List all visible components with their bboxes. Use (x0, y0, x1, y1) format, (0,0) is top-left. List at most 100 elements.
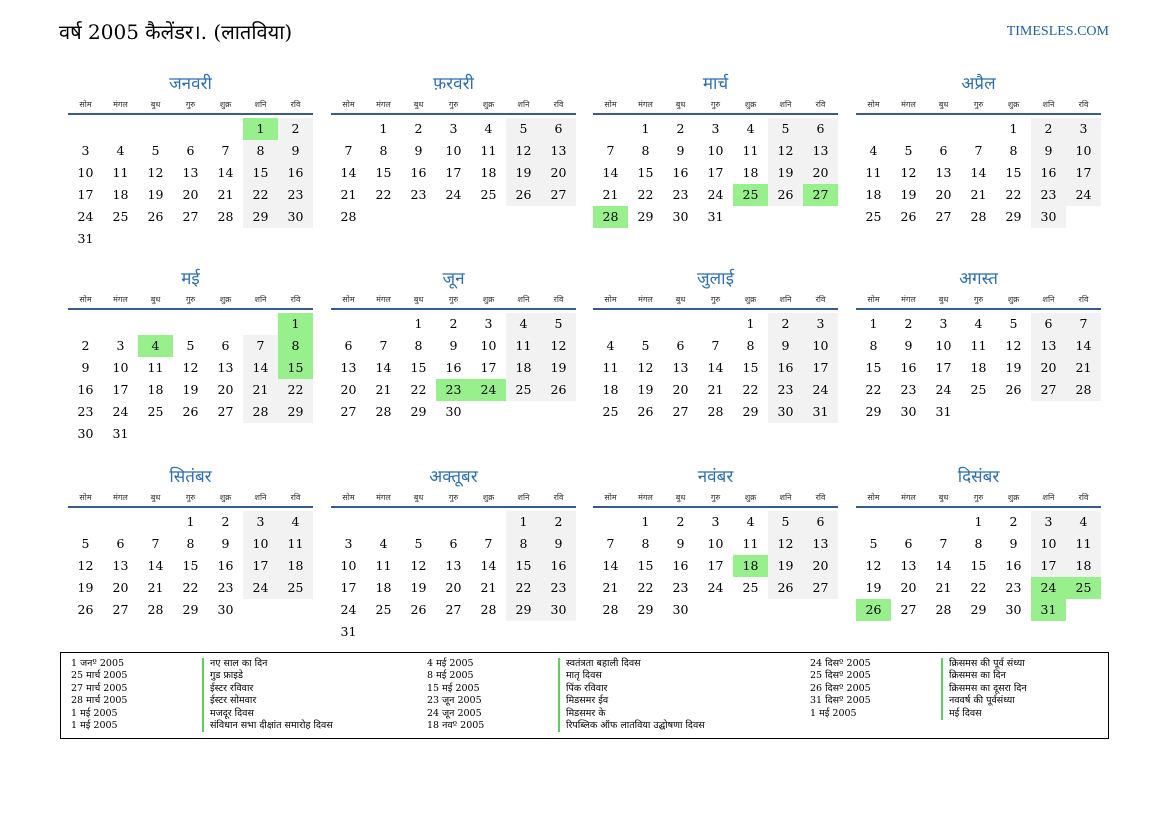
day-cell[interactable]: 9 (768, 335, 803, 357)
holiday-day-cell[interactable]: 1 (243, 118, 278, 140)
day-cell[interactable]: 25 (602, 404, 619, 419)
day-cell[interactable]: 22 (1005, 187, 1022, 202)
day-cell[interactable]: 1 (1009, 121, 1018, 136)
day-cell[interactable]: 26 (900, 209, 917, 224)
day-cell[interactable]: 6 (676, 338, 685, 353)
day-cell[interactable]: 13 (445, 558, 462, 573)
day-cell[interactable]: 22 (637, 580, 654, 595)
day-cell[interactable]: 11 (742, 536, 759, 551)
day-cell[interactable]: 27 (935, 209, 952, 224)
day-cell[interactable]: 13 (541, 140, 576, 162)
day-cell[interactable]: 7 (243, 335, 278, 357)
day-cell[interactable]: 28 (375, 404, 392, 419)
day-cell[interactable]: 1 (506, 511, 541, 533)
holiday-day-cell[interactable]: 31 (1031, 599, 1066, 621)
day-cell[interactable]: 29 (637, 602, 654, 617)
day-cell[interactable]: 9 (1009, 536, 1018, 551)
day-cell[interactable]: 11 (602, 360, 619, 375)
day-cell[interactable]: 15 (970, 558, 987, 573)
day-cell[interactable]: 8 (641, 143, 650, 158)
day-cell[interactable]: 10 (707, 143, 724, 158)
day-cell[interactable]: 30 (768, 401, 803, 423)
day-cell[interactable]: 7 (711, 338, 720, 353)
day-cell[interactable]: 18 (480, 165, 497, 180)
day-cell[interactable]: 10 (1031, 533, 1066, 555)
day-cell[interactable]: 22 (410, 382, 427, 397)
day-cell[interactable]: 11 (1066, 533, 1101, 555)
day-cell[interactable]: 30 (672, 209, 689, 224)
day-cell[interactable]: 16 (278, 162, 313, 184)
day-cell[interactable]: 6 (1031, 313, 1066, 335)
day-cell[interactable]: 2 (449, 316, 458, 331)
day-cell[interactable]: 6 (939, 143, 948, 158)
day-cell[interactable]: 14 (217, 165, 234, 180)
day-cell[interactable]: 19 (410, 580, 427, 595)
day-cell[interactable]: 21 (217, 187, 234, 202)
day-cell[interactable]: 7 (484, 536, 493, 551)
day-cell[interactable]: 28 (970, 209, 987, 224)
day-cell[interactable]: 21 (602, 187, 619, 202)
day-cell[interactable]: 24 (1066, 184, 1101, 206)
day-cell[interactable]: 19 (541, 357, 576, 379)
day-cell[interactable]: 24 (243, 577, 278, 599)
day-cell[interactable]: 24 (803, 379, 838, 401)
day-cell[interactable]: 1 (746, 316, 755, 331)
day-cell[interactable]: 8 (1009, 143, 1018, 158)
day-cell[interactable]: 13 (935, 165, 952, 180)
day-cell[interactable]: 7 (151, 536, 160, 551)
day-cell[interactable]: 16 (672, 165, 689, 180)
day-cell[interactable]: 12 (637, 360, 654, 375)
day-cell[interactable]: 29 (865, 404, 882, 419)
day-cell[interactable]: 21 (1066, 357, 1101, 379)
day-cell[interactable]: 28 (707, 404, 724, 419)
day-cell[interactable]: 27 (900, 602, 917, 617)
day-cell[interactable]: 11 (865, 165, 882, 180)
day-cell[interactable]: 12 (768, 533, 803, 555)
day-cell[interactable]: 21 (602, 580, 619, 595)
day-cell[interactable]: 3 (711, 514, 720, 529)
day-cell[interactable]: 10 (935, 338, 952, 353)
day-cell[interactable]: 28 (243, 401, 278, 423)
day-cell[interactable]: 15 (506, 555, 541, 577)
day-cell[interactable]: 3 (344, 536, 353, 551)
day-cell[interactable]: 3 (484, 316, 493, 331)
day-cell[interactable]: 4 (379, 536, 388, 551)
day-cell[interactable]: 9 (676, 143, 685, 158)
day-cell[interactable]: 29 (742, 404, 759, 419)
day-cell[interactable]: 19 (77, 580, 94, 595)
day-cell[interactable]: 11 (278, 533, 313, 555)
day-cell[interactable]: 9 (541, 533, 576, 555)
day-cell[interactable]: 23 (672, 580, 689, 595)
day-cell[interactable]: 31 (935, 404, 952, 419)
site-link[interactable]: TIMESLES.COM (1006, 24, 1109, 39)
day-cell[interactable]: 8 (379, 143, 388, 158)
day-cell[interactable]: 27 (112, 602, 129, 617)
day-cell[interactable]: 12 (147, 165, 164, 180)
day-cell[interactable]: 27 (541, 184, 576, 206)
day-cell[interactable]: 27 (217, 404, 234, 419)
holiday-day-cell[interactable]: 27 (803, 184, 838, 206)
day-cell[interactable]: 25 (865, 209, 882, 224)
day-cell[interactable]: 18 (278, 555, 313, 577)
day-cell[interactable]: 1 (379, 121, 388, 136)
day-cell[interactable]: 5 (541, 313, 576, 335)
day-cell[interactable]: 11 (970, 338, 987, 353)
day-cell[interactable]: 11 (375, 558, 392, 573)
day-cell[interactable]: 26 (768, 577, 803, 599)
day-cell[interactable]: 20 (112, 580, 129, 595)
day-cell[interactable]: 30 (1031, 206, 1066, 228)
day-cell[interactable]: 16 (900, 360, 917, 375)
holiday-day-cell[interactable]: 4 (138, 335, 173, 357)
day-cell[interactable]: 29 (637, 209, 654, 224)
day-cell[interactable]: 13 (803, 140, 838, 162)
day-cell[interactable]: 19 (1005, 360, 1022, 375)
day-cell[interactable]: 23 (1005, 580, 1022, 595)
day-cell[interactable]: 2 (1009, 514, 1018, 529)
day-cell[interactable]: 20 (182, 187, 199, 202)
day-cell[interactable]: 16 (768, 357, 803, 379)
day-cell[interactable]: 20 (445, 580, 462, 595)
day-cell[interactable]: 2 (676, 514, 685, 529)
day-cell[interactable]: 10 (480, 338, 497, 353)
day-cell[interactable]: 12 (506, 140, 541, 162)
day-cell[interactable]: 30 (541, 599, 576, 621)
